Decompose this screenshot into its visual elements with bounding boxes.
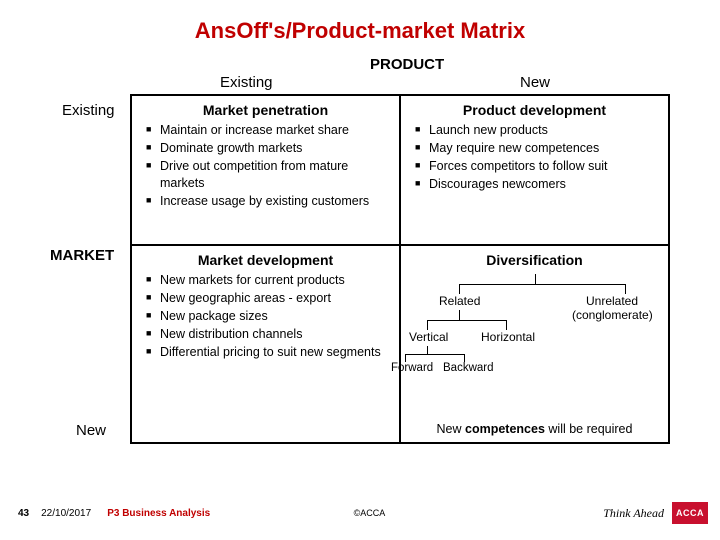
tree-node-backward: Backward [443,362,494,374]
cell-product-development: Product development Launch new products … [400,95,669,245]
cell-title: Market development [142,252,389,268]
ansoff-diagram: PRODUCT Existing New MARKET Existing New… [50,52,670,452]
bullet-list: Maintain or increase market share Domina… [142,122,389,209]
page-number: 43 [18,508,29,519]
slide-title: AnsOff's/Product-market Matrix [0,0,720,52]
bullet-list: Launch new products May require new comp… [411,122,658,193]
list-item: Dominate growth markets [146,140,389,157]
list-item: Drive out competition from mature market… [146,158,389,192]
list-item: May require new competences [415,140,658,157]
footer-date: 22/10/2017 [41,508,91,519]
list-item: Forces competitors to follow suit [415,158,658,175]
list-item: New geographic areas - export [146,290,389,307]
diversification-footer: New competences will be required [401,422,668,436]
axis-market-label: MARKET [50,247,114,264]
tree-node-vertical: Vertical [409,330,448,344]
matrix-grid: Market penetration Maintain or increase … [130,94,670,444]
list-item: Discourages newcomers [415,176,658,193]
tree-node-unrelated: Unrelated (conglomerate) [572,294,652,322]
cell-title: Market penetration [142,102,389,118]
tree-node-forward: Forward [391,362,433,374]
row-header-existing: Existing [62,102,115,119]
footer-copyright: ©ACCA [354,508,386,518]
acca-logo: ACCA [672,502,708,524]
row-header-new: New [76,422,106,439]
cell-market-penetration: Market penetration Maintain or increase … [131,95,400,245]
list-item: New package sizes [146,308,389,325]
tree-node-related: Related [439,294,480,308]
col-header-existing: Existing [220,74,273,91]
cell-diversification: Diversification Related Unrelated (congl… [400,245,669,443]
footer-course: P3 Business Analysis [107,508,210,519]
col-header-new: New [520,74,550,91]
list-item: New markets for current products [146,272,389,289]
cell-title: Product development [411,102,658,118]
diversification-tree: Related Unrelated (conglomerate) Vertica… [411,274,658,394]
bullet-list: New markets for current products New geo… [142,272,389,360]
list-item: Launch new products [415,122,658,139]
footer-tagline: Think Ahead [603,506,664,521]
axis-product-label: PRODUCT [370,56,444,73]
list-item: Increase usage by existing customers [146,193,389,210]
list-item: Differential pricing to suit new segment… [146,344,389,361]
slide-footer: 43 22/10/2017 P3 Business Analysis ©ACCA… [0,500,720,526]
cell-market-development: Market development New markets for curre… [131,245,400,443]
cell-title: Diversification [411,252,658,268]
tree-node-horizontal: Horizontal [481,330,535,344]
list-item: Maintain or increase market share [146,122,389,139]
list-item: New distribution channels [146,326,389,343]
